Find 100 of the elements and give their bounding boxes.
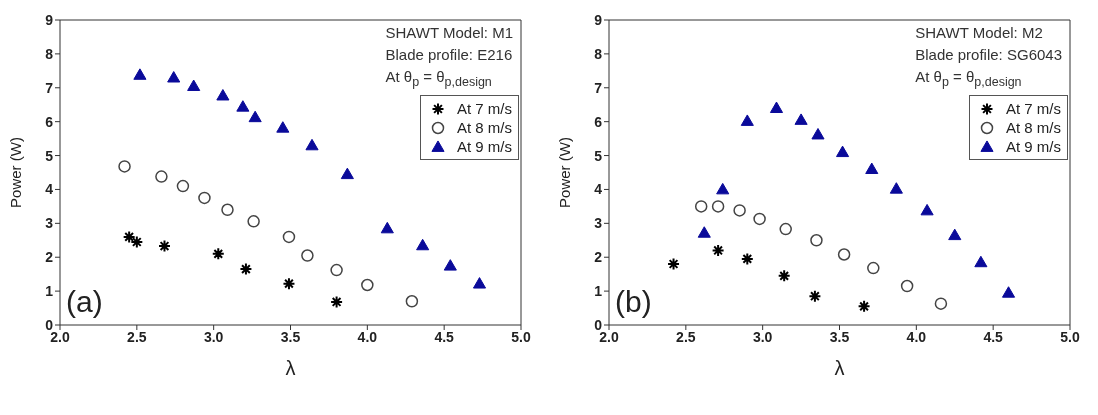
point [857, 299, 871, 313]
y-tick-label: 6 [594, 113, 603, 130]
point [808, 289, 822, 303]
point [811, 127, 825, 140]
point [753, 212, 766, 226]
y-tick-label: 4 [45, 181, 54, 198]
point [416, 238, 430, 251]
y-tick-label: 9 [594, 11, 603, 28]
point [794, 113, 808, 125]
point [282, 277, 296, 291]
point [810, 234, 823, 247]
legend-label: At 8 m/s [456, 118, 512, 137]
y-tick-label: 8 [594, 45, 603, 62]
point [305, 138, 319, 151]
x-tick-label: 3.5 [829, 328, 850, 345]
point [740, 252, 754, 266]
point [247, 215, 260, 228]
point [1001, 286, 1016, 298]
point [711, 243, 725, 257]
y-tick-label: 6 [45, 113, 54, 130]
point [865, 162, 879, 175]
y-axis-title: Power (W) [7, 137, 25, 208]
y-tick-label: 7 [45, 79, 54, 96]
y-tick-label: 4 [594, 181, 603, 198]
point [130, 235, 144, 249]
x-tick-label: 3.0 [203, 328, 224, 345]
point [380, 221, 394, 234]
x-tick-label: 5.0 [511, 328, 531, 345]
point [276, 121, 290, 133]
x-tick-label: 4.5 [983, 328, 1004, 345]
x-axis-title: λ [834, 357, 845, 379]
annotation: SHAWT Model: M1 [385, 23, 513, 43]
point [777, 269, 791, 283]
point [667, 257, 681, 271]
point [301, 249, 314, 262]
point [920, 203, 934, 216]
x-tick-label: 3.0 [752, 328, 773, 345]
point [330, 295, 344, 309]
annotation: SHAWT Model: M2 [915, 23, 1044, 43]
y-tick-label: 9 [45, 11, 54, 28]
point [779, 222, 792, 236]
y-tick-label: 8 [45, 45, 54, 62]
annotation: At θ$_{p}$ = θ$_{p,design}$ [915, 67, 1023, 91]
point [236, 100, 250, 112]
point [716, 182, 730, 195]
point [867, 261, 880, 275]
y-axis-title: Power (W) [556, 137, 574, 208]
point [118, 160, 131, 173]
point [133, 68, 147, 80]
point [443, 259, 457, 271]
y-tick-label: 3 [594, 215, 603, 232]
point [740, 114, 754, 126]
y-tick-label: 5 [45, 147, 54, 164]
legend-label: At 8 m/s [1005, 118, 1061, 137]
x-tick-label: 4.0 [906, 328, 927, 345]
point [157, 239, 171, 253]
legend-label: At 9 m/s [1005, 137, 1061, 156]
point [187, 79, 201, 91]
point [900, 279, 914, 293]
y-tick-label: 2 [594, 249, 603, 266]
point [155, 170, 168, 183]
point [697, 226, 711, 238]
point [889, 182, 903, 194]
y-tick-label: 0 [45, 316, 54, 333]
annotation: (b) [615, 285, 652, 319]
x-axis-title: λ [285, 357, 296, 379]
point [361, 278, 374, 292]
point [167, 71, 181, 83]
legend-label: At 9 m/s [456, 137, 512, 156]
point [711, 200, 725, 213]
point [176, 179, 190, 193]
y-tick-label: 2 [45, 249, 54, 266]
point [248, 110, 262, 123]
point [837, 248, 851, 261]
y-tick-label: 1 [45, 283, 54, 300]
point [239, 262, 253, 276]
point [769, 101, 784, 114]
x-tick-label: 2.5 [676, 328, 696, 345]
point [974, 255, 988, 268]
point [282, 230, 296, 244]
point [934, 297, 948, 310]
point [122, 230, 136, 244]
x-tick-label: 2.5 [127, 328, 147, 345]
point [405, 295, 419, 308]
x-tick-label: 4.0 [357, 328, 378, 345]
annotation: At θ$_{p}$ = θ$_{p,design}$ [385, 67, 493, 91]
point [733, 204, 746, 217]
annotation: Blade profile: SG6043 [915, 45, 1062, 65]
point [340, 167, 354, 180]
point [221, 203, 234, 217]
point [198, 191, 211, 205]
y-tick-label: 1 [594, 283, 603, 300]
point [472, 277, 487, 289]
y-tick-label: 0 [594, 316, 603, 333]
point [694, 200, 708, 213]
y-tick-label: 3 [45, 215, 54, 232]
y-tick-label: 5 [594, 147, 603, 164]
x-tick-label: 3.5 [280, 328, 301, 345]
point [948, 228, 962, 241]
annotation: (a) [66, 285, 103, 319]
